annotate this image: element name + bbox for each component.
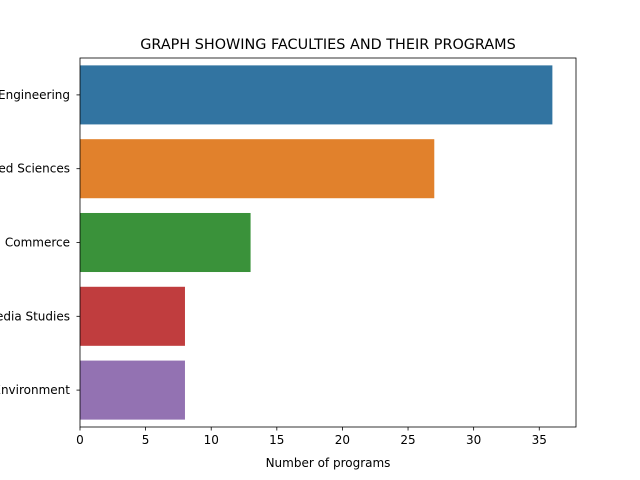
x-tick-label: 25 xyxy=(400,433,415,447)
plot-frame xyxy=(79,57,577,428)
x-tick-label: 10 xyxy=(204,433,219,447)
x-tick-label: 30 xyxy=(466,433,481,447)
y-tick-label: Built Environment xyxy=(0,383,70,397)
bar-applied-sciences xyxy=(80,139,435,199)
bar-built-environment xyxy=(80,360,185,420)
y-axis-ticks: Engineering Applied Sciences Business and … xyxy=(0,88,80,397)
bars-group xyxy=(80,65,553,420)
bar-media-studies xyxy=(80,286,185,346)
x-tick-label: 0 xyxy=(76,433,84,447)
x-tick-label: 20 xyxy=(335,433,350,447)
bar-engineering xyxy=(80,65,553,125)
chart-title: GRAPH SHOWING FACULTIES AND THEIR PROGRA… xyxy=(140,37,515,53)
y-tick-label: Applied Sciences xyxy=(0,162,70,176)
y-tick-label: Business and Commerce xyxy=(0,236,70,250)
x-axis-ticks: 0 5 10 15 20 25 30 35 xyxy=(76,427,547,447)
x-tick-label: 35 xyxy=(532,433,547,447)
y-tick-label: Engineering xyxy=(0,88,70,102)
x-tick-label: 15 xyxy=(269,433,284,447)
y-tick-label: Media Studies xyxy=(0,309,70,323)
x-axis-label: Number of programs xyxy=(266,456,391,470)
x-tick-label: 5 xyxy=(142,433,150,447)
bar-business-and-commerce xyxy=(80,212,251,273)
